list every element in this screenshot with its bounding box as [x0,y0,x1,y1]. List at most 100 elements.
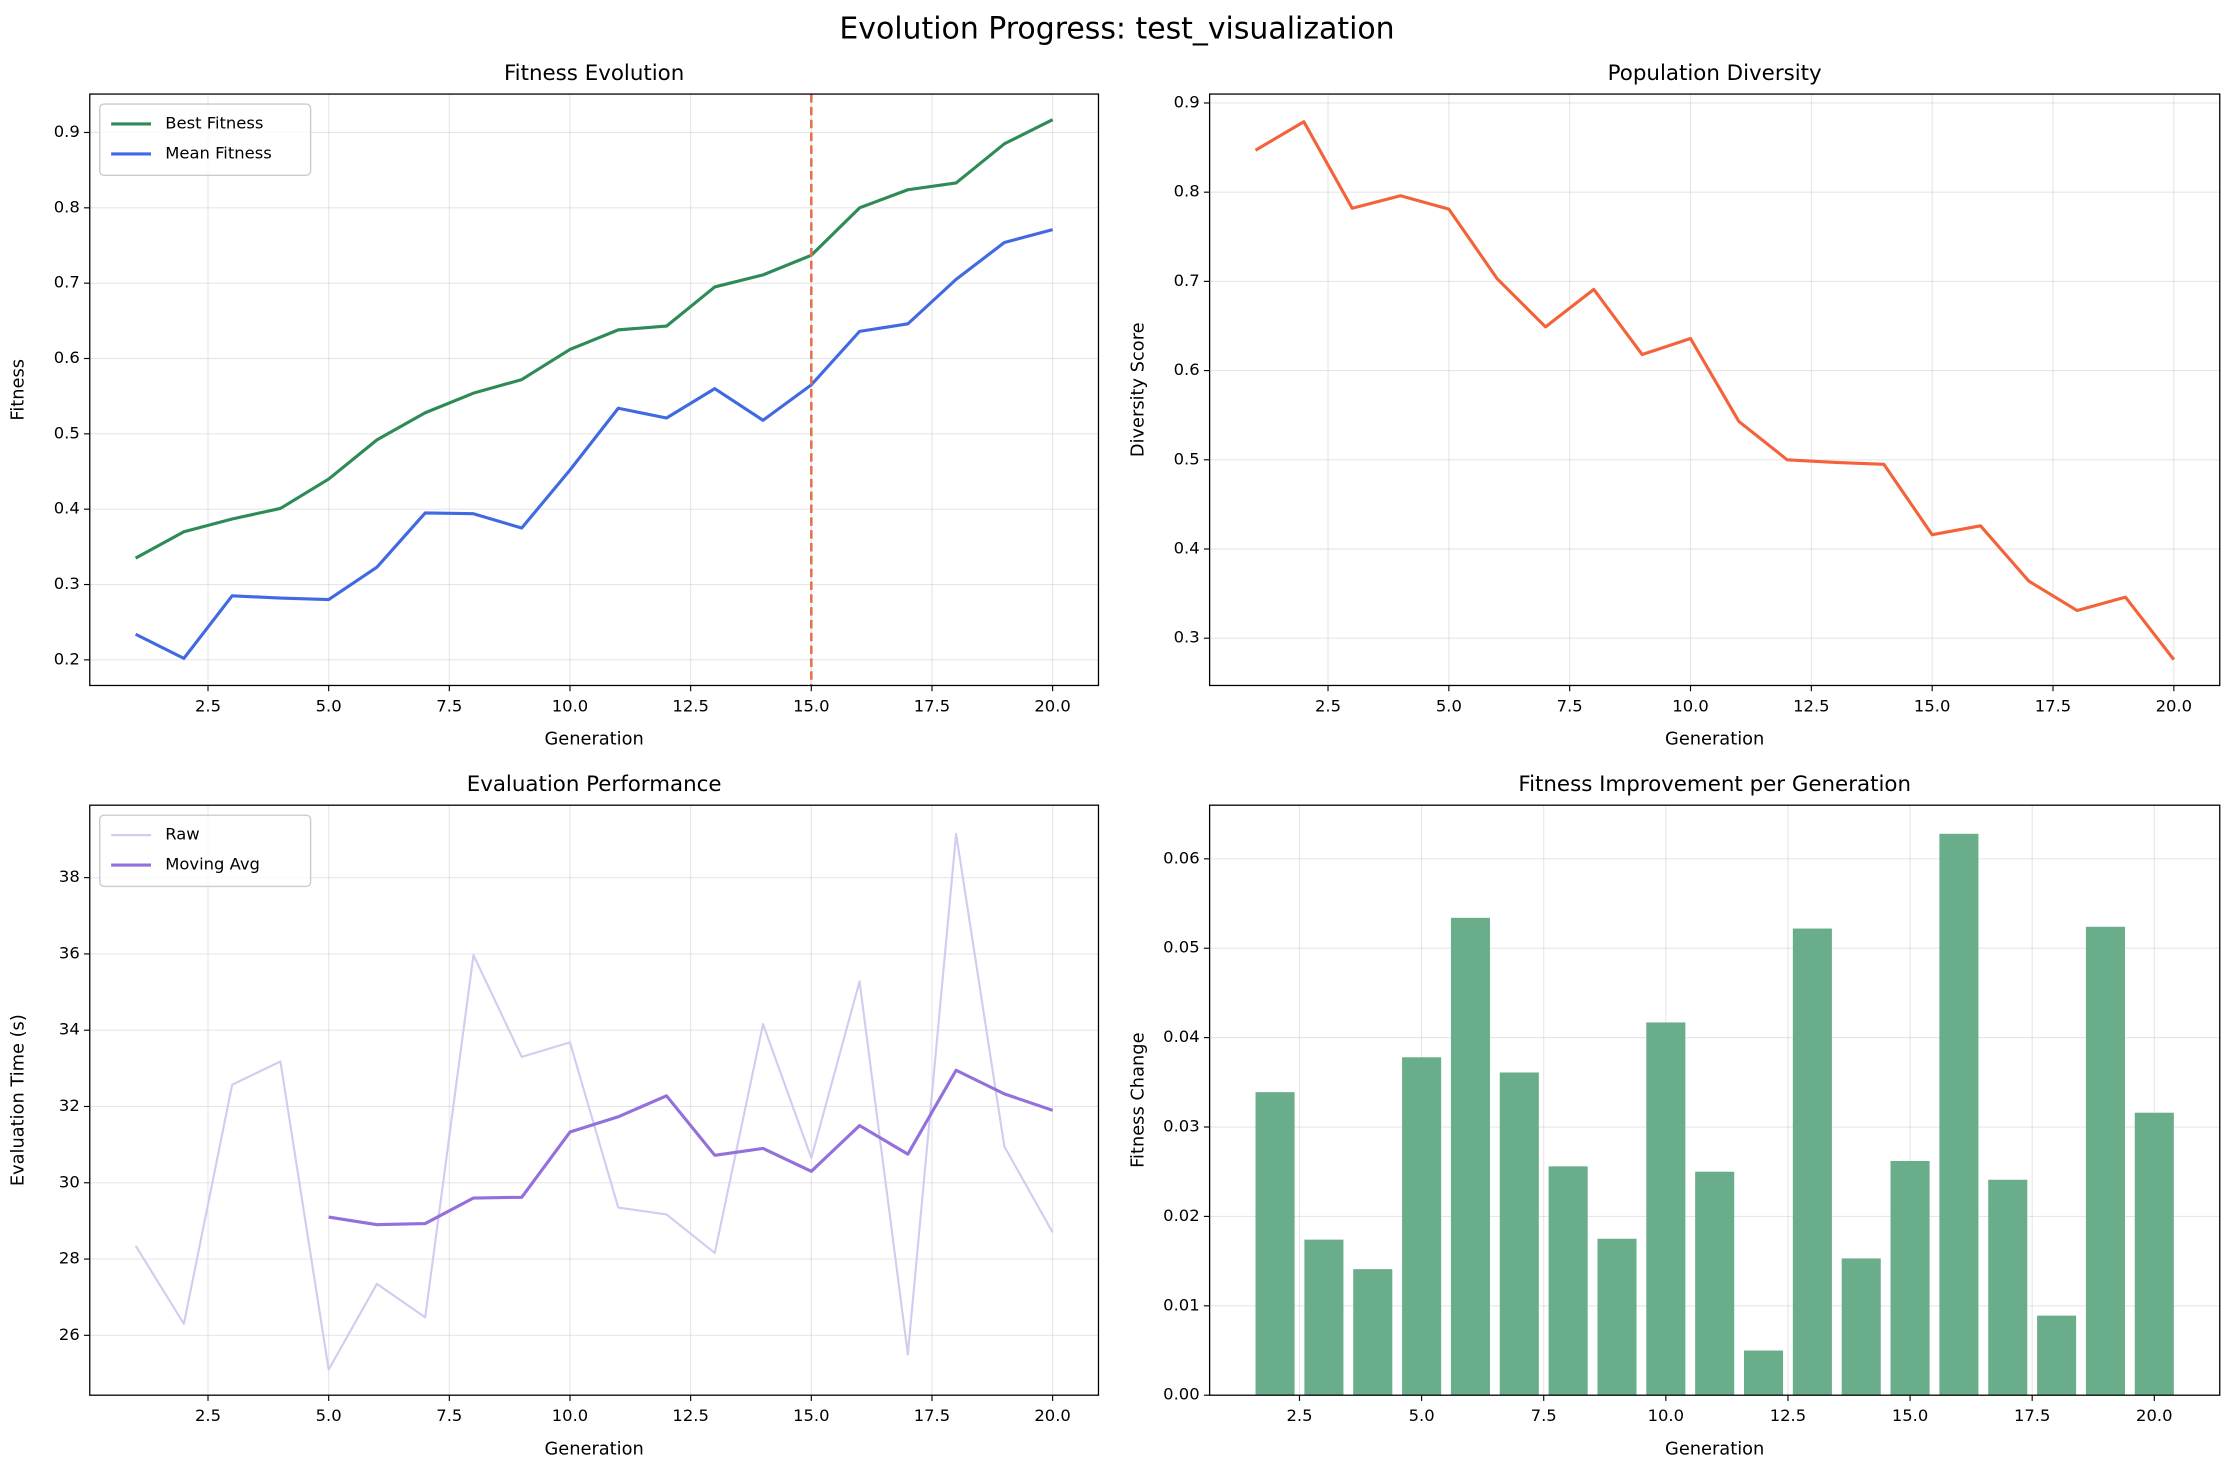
y-tick-label: 28 [59,1249,80,1268]
y-tick-label: 0.7 [1174,271,1200,290]
y-tick-label: 0.01 [1163,1295,1199,1314]
legend-label: Best Fitness [165,113,263,132]
bar [1646,1022,1686,1396]
legend-box [99,814,312,888]
x-tick-label: 2.5 [1315,696,1341,715]
bar [1841,1258,1881,1396]
x-tick-label: 20.0 [2156,696,2192,715]
y-tick-label: 0.5 [54,423,80,442]
x-tick-label: 12.5 [672,1406,708,1425]
legend-label: Raw [165,825,199,844]
axes-frame [89,804,1100,1396]
x-tick-label: 10.0 [1672,696,1708,715]
bar [2085,926,2125,1396]
y-tick-label: 0.5 [1174,449,1200,468]
x-tick-label: 7.5 [436,696,462,715]
axes-frame [1208,93,2221,687]
x-tick-label: 17.5 [914,1406,950,1425]
series-line [134,228,1054,660]
x-tick-label: 5.0 [1436,696,1462,715]
bar [2037,1315,2077,1396]
x-tick-label: 5.0 [1409,1406,1435,1425]
bar [2134,1112,2174,1396]
plot-area [134,832,1054,1371]
y-tick-label: 0.8 [1174,182,1200,201]
series-line [134,118,1054,560]
x-tick-label: 7.5 [436,1406,462,1425]
bar [1743,1350,1784,1396]
bar [1304,1239,1344,1396]
y-axis-label: Fitness [8,359,29,421]
y-tick-label: 0.6 [1174,360,1200,379]
y-tick-label: 38 [59,867,80,886]
y-tick-label: 0.9 [1174,92,1200,111]
x-axis-label: Generation [544,729,643,750]
y-tick-label: 0.02 [1163,1206,1199,1225]
x-tick-label: 2.5 [1286,1406,1312,1425]
series-line [1254,120,2176,661]
y-tick-label: 26 [59,1325,80,1344]
series-line [328,1068,1054,1227]
x-tick-label: 5.0 [316,696,342,715]
x-tick-label: 12.5 [1770,1406,1806,1425]
legend-label: Moving Avg [165,855,260,874]
y-tick-label: 0.7 [54,273,80,292]
y-tick-label: 0.3 [54,574,80,593]
x-tick-label: 17.5 [2014,1406,2050,1425]
y-tick-label: 30 [59,1172,80,1191]
x-tick-label: 20.0 [1034,696,1070,715]
bar [1597,1238,1637,1396]
x-tick-label: 10.0 [1648,1406,1684,1425]
y-tick-label: 0.00 [1163,1385,1199,1404]
x-tick-label: 10.0 [552,1406,588,1425]
y-axis-label: Evaluation Time (s) [8,1014,29,1186]
y-tick-label: 0.9 [54,122,80,141]
x-axis-label: Generation [1665,1438,1764,1459]
x-axis-label: Generation [544,1438,643,1459]
bar [1450,917,1490,1396]
y-tick-label: 0.03 [1163,1117,1199,1136]
y-tick-label: 0.2 [54,649,80,668]
bar [1988,1179,2028,1396]
plot-area [134,94,1054,686]
x-tick-label: 2.5 [195,696,221,715]
x-tick-label: 15.0 [793,696,829,715]
chart-title: Fitness Evolution [504,61,684,86]
y-tick-label: 0.4 [54,499,80,518]
y-tick-label: 34 [59,1020,80,1039]
x-tick-label: 5.0 [316,1406,342,1425]
x-tick-label: 15.0 [793,1406,829,1425]
x-tick-label: 20.0 [1034,1406,1070,1425]
bar [1695,1171,1735,1396]
plot-area [1255,833,2174,1396]
x-tick-label: 17.5 [2035,696,2071,715]
y-tick-label: 36 [59,943,80,962]
bar [1890,1160,1930,1396]
x-tick-label: 7.5 [1531,1406,1557,1425]
axes-frame [1208,804,2221,1396]
bar [1792,928,1832,1396]
x-tick-label: 10.0 [552,696,588,715]
bar [1548,1166,1588,1396]
bar [1402,1057,1442,1396]
y-axis-label: Diversity Score [1127,322,1148,457]
bar [1939,833,1979,1396]
y-tick-label: 32 [59,1096,80,1115]
x-tick-label: 20.0 [2136,1406,2172,1425]
figure-title: Evolution Progress: test_visualization [839,11,1394,46]
x-tick-label: 17.5 [914,696,950,715]
legend-label: Mean Fitness [165,143,272,162]
bar [1255,1092,1295,1396]
y-tick-label: 0.05 [1163,938,1199,957]
y-tick-label: 0.04 [1163,1027,1199,1046]
chart-title: Population Diversity [1608,61,1822,86]
chart-title: Fitness Improvement per Generation [1518,772,1911,797]
x-axis-label: Generation [1665,729,1764,750]
x-tick-label: 15.0 [1892,1406,1928,1425]
legend-box [99,103,312,177]
y-tick-label: 0.8 [54,197,80,216]
x-tick-label: 12.5 [1793,696,1829,715]
x-tick-label: 15.0 [1914,696,1950,715]
